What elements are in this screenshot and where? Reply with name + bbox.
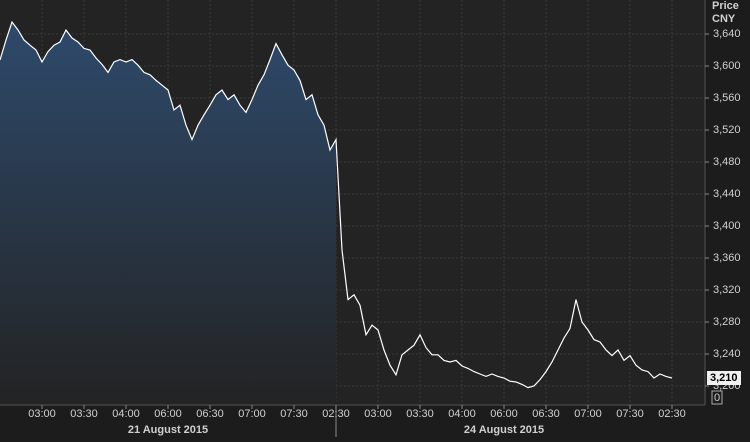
- x-tick-label: 07:30: [616, 408, 644, 420]
- y-tick-label: 3,360: [713, 252, 741, 264]
- day-label: 24 August 2015: [464, 424, 544, 436]
- lower-box: [711, 390, 723, 405]
- last-price-label: 3,210: [710, 372, 738, 384]
- x-tick-label: 03:00: [364, 408, 392, 420]
- y-tick-label: 3,240: [713, 348, 741, 360]
- x-tick-label: 02:30: [658, 408, 686, 420]
- x-tick-label: 06:00: [490, 408, 518, 420]
- y-tick-label: 3,560: [713, 92, 741, 104]
- x-tick-label: 02:30: [322, 408, 350, 420]
- y-tick-label: 3,320: [713, 284, 741, 296]
- y-tick-label: 3,400: [713, 220, 741, 232]
- x-tick-label: 06:00: [154, 408, 182, 420]
- x-tick-label: 04:00: [112, 408, 140, 420]
- y-tick-label: 3,640: [713, 28, 741, 40]
- price-line: [0, 20, 673, 389]
- currency: CNY: [712, 13, 736, 25]
- x-tick-label: 03:30: [406, 408, 434, 420]
- axis-title: Price: [712, 0, 739, 12]
- y-tick-label: 3,600: [713, 60, 741, 72]
- x-tick-label: 03:30: [70, 408, 98, 420]
- x-tick-label: 03:00: [28, 408, 56, 420]
- y-tick-label: 3,280: [713, 316, 741, 328]
- day-label: 21 August 2015: [128, 424, 208, 436]
- x-tick-label: 06:30: [196, 408, 224, 420]
- lower-label: 0: [714, 392, 720, 404]
- area: [0, 22, 336, 405]
- y-tick-label: 3,480: [713, 156, 741, 168]
- y-tick-label: 3,520: [713, 124, 741, 136]
- x-tick-label: 06:30: [532, 408, 560, 420]
- y-tick-label: 3,440: [713, 188, 741, 200]
- x-tick-label: 04:00: [448, 408, 476, 420]
- x-tick-label: 07:30: [280, 408, 308, 420]
- x-tick-label: 07:00: [574, 408, 602, 420]
- x-tick-label: 07:00: [238, 408, 266, 420]
- last-price-badge: [707, 371, 741, 385]
